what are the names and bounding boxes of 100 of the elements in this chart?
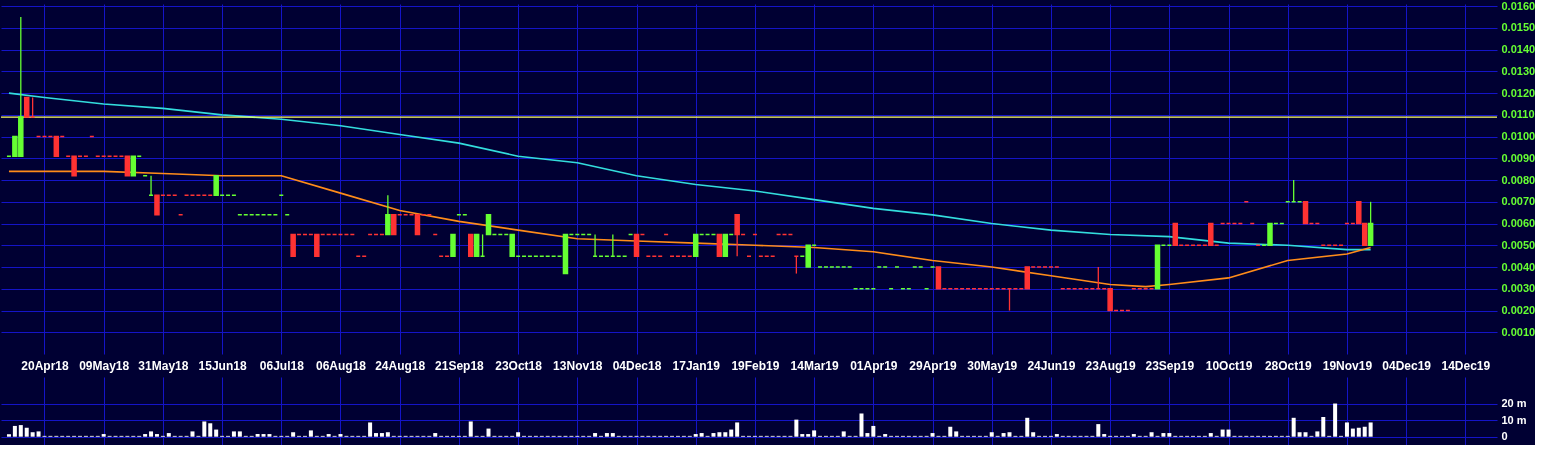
bar xyxy=(24,427,29,437)
bar xyxy=(1362,426,1367,437)
bar xyxy=(723,432,728,437)
y-tick-label: 0.0050 xyxy=(1501,238,1536,251)
bar xyxy=(149,431,154,437)
y-tick-label: 0.0020 xyxy=(1501,304,1536,317)
bar xyxy=(1131,434,1136,437)
candlestick xyxy=(414,214,421,236)
candlestick xyxy=(53,135,60,157)
x-tick-label: 10Oct19 xyxy=(1205,358,1253,373)
bar xyxy=(729,429,734,437)
bar xyxy=(468,421,473,437)
bar xyxy=(143,434,148,437)
bar xyxy=(166,433,171,437)
bar xyxy=(202,421,207,437)
bar xyxy=(237,431,242,437)
bar xyxy=(214,429,219,437)
bar xyxy=(1096,424,1101,437)
bar xyxy=(433,433,438,437)
bar xyxy=(18,425,23,437)
bar xyxy=(154,434,159,437)
bar xyxy=(1054,434,1059,437)
bar xyxy=(954,431,959,437)
candlestick xyxy=(485,214,492,236)
candlestick xyxy=(692,233,699,257)
bar xyxy=(1344,422,1349,437)
bar xyxy=(841,431,846,437)
bar xyxy=(1350,428,1355,437)
candlestick xyxy=(385,194,391,236)
y-tick-label: 20 m xyxy=(1501,397,1527,410)
bar xyxy=(871,425,876,437)
y-tick-label: 0.0120 xyxy=(1501,86,1536,99)
y-tick-label: 0.0130 xyxy=(1501,64,1536,77)
bar xyxy=(883,434,888,437)
bar xyxy=(1315,431,1320,437)
bar xyxy=(735,422,740,437)
bar xyxy=(291,432,296,437)
x-tick-label: 24Aug18 xyxy=(375,358,426,373)
bar xyxy=(717,432,722,437)
bar xyxy=(693,434,698,437)
y-tick-label: 0.0040 xyxy=(1501,260,1536,273)
bar xyxy=(1149,432,1154,437)
bar xyxy=(1368,422,1373,437)
x-tick-label: 06Aug18 xyxy=(315,358,367,373)
bar xyxy=(593,433,598,437)
y-tick-label: 0.0100 xyxy=(1501,130,1536,143)
y-tick-label: 0.0070 xyxy=(1501,195,1536,208)
bar xyxy=(604,433,609,437)
x-tick-label: 13Nov18 xyxy=(553,358,603,373)
bar xyxy=(699,433,704,437)
bar xyxy=(1291,417,1296,437)
x-tick-label: 31May18 xyxy=(138,358,189,373)
bar xyxy=(30,432,35,437)
line-series xyxy=(8,170,1372,288)
y-tick-label: 0.0080 xyxy=(1501,173,1536,186)
x-tick-label: 19Nov19 xyxy=(1322,358,1373,373)
bar xyxy=(1321,416,1326,437)
x-tick-label: 29Apr19 xyxy=(909,358,958,373)
candlestick xyxy=(1367,201,1374,247)
bar xyxy=(374,433,379,437)
bar xyxy=(1167,433,1172,437)
y-tick-label: 10 m xyxy=(1501,413,1527,426)
bar xyxy=(1208,433,1213,437)
bar xyxy=(516,432,521,437)
bar xyxy=(1356,427,1361,437)
candlestick xyxy=(450,233,456,257)
candlestick xyxy=(473,233,480,257)
y-tick-label: 0 xyxy=(1501,430,1508,443)
y-tick-label: 0.0010 xyxy=(1501,325,1536,338)
candlestick xyxy=(935,266,942,290)
bar xyxy=(1297,432,1302,437)
bar xyxy=(989,432,994,437)
candlestick xyxy=(468,233,474,257)
bar xyxy=(806,434,811,437)
bar xyxy=(255,434,260,437)
bar xyxy=(231,431,236,437)
y-tick-label: 0.0150 xyxy=(1501,21,1536,34)
bar xyxy=(368,422,373,437)
bar xyxy=(308,430,313,437)
bar xyxy=(794,419,799,437)
x-tick-label: 23Aug19 xyxy=(1085,358,1136,373)
line-series xyxy=(8,92,1372,251)
x-tick-label: 06Jul18 xyxy=(259,358,305,373)
y-tick-label: 0.0060 xyxy=(1501,217,1536,230)
candlestick xyxy=(1302,201,1309,225)
x-tick-label: 23Sep19 xyxy=(1145,358,1195,373)
candlestick xyxy=(130,155,137,177)
bar xyxy=(1031,432,1036,437)
x-tick-label: 14Mar19 xyxy=(790,358,839,373)
x-tick-label: 04Dec19 xyxy=(1382,358,1432,373)
x-tick-label: 28Oct19 xyxy=(1264,358,1312,373)
bar xyxy=(385,432,390,437)
bar xyxy=(101,434,106,437)
x-tick-label: 30May19 xyxy=(967,358,1018,373)
y-tick-label: 0.0160 xyxy=(1501,0,1536,12)
bar xyxy=(948,426,953,437)
bar xyxy=(326,434,331,437)
bar xyxy=(800,434,805,437)
x-tick-label: 23Oct18 xyxy=(495,358,543,373)
x-tick-label: 15Jun18 xyxy=(198,358,247,373)
